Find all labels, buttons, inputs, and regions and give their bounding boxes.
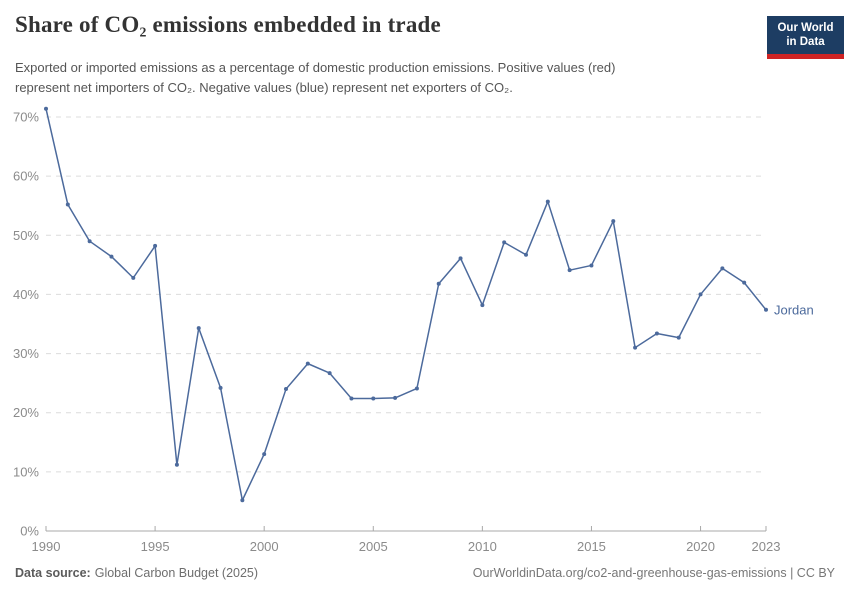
chart-subtitle: Exported or imported emissions as a perc… <box>15 58 775 97</box>
data-point[interactable] <box>480 303 485 308</box>
data-point[interactable] <box>676 335 681 340</box>
data-point[interactable] <box>545 199 550 204</box>
x-tick-label: 2000 <box>250 539 279 554</box>
data-point[interactable] <box>611 219 616 224</box>
x-tick-label: 2005 <box>359 539 388 554</box>
data-source-label: Data source: <box>15 566 91 580</box>
data-point[interactable] <box>305 361 310 366</box>
data-point[interactable] <box>567 268 572 273</box>
data-point[interactable] <box>764 307 768 312</box>
owid-logo[interactable]: Our World in Data <box>767 16 844 59</box>
data-point[interactable] <box>349 396 354 401</box>
y-tick-label: 0% <box>20 524 39 539</box>
data-point[interactable] <box>327 371 332 376</box>
owid-logo-line1: Our World <box>777 22 834 34</box>
data-point[interactable] <box>153 243 158 248</box>
data-point[interactable] <box>698 292 703 297</box>
page-title: Share of CO₂ emissions embedded in trade <box>15 12 441 37</box>
y-tick-label: 30% <box>13 346 39 361</box>
y-tick-label: 70% <box>13 109 39 124</box>
x-tick-label: 2010 <box>468 539 497 554</box>
data-point[interactable] <box>524 252 528 257</box>
y-tick-label: 60% <box>13 169 39 184</box>
data-point[interactable] <box>742 280 747 285</box>
data-source-value: Global Carbon Budget (2025) <box>94 566 259 580</box>
data-source: Data source: Global Carbon Budget (2025) <box>15 566 258 580</box>
data-point[interactable] <box>654 331 659 336</box>
y-tick-label: 40% <box>13 287 39 302</box>
x-tick-label: 1995 <box>141 539 170 554</box>
data-point[interactable] <box>633 345 638 350</box>
data-point[interactable] <box>502 240 507 245</box>
data-point[interactable] <box>414 386 419 391</box>
data-point[interactable] <box>131 275 136 280</box>
data-point[interactable] <box>589 263 594 268</box>
entity-label[interactable]: Jordan <box>774 302 814 317</box>
y-tick-label: 20% <box>13 405 39 420</box>
data-point[interactable] <box>720 266 725 271</box>
x-tick-label: 2020 <box>686 539 715 554</box>
chart-subtitle-line-2: represent net importers of CO₂. Negative… <box>15 79 513 95</box>
data-point[interactable] <box>436 281 441 286</box>
data-point[interactable] <box>218 385 223 390</box>
x-tick-label: 2023 <box>752 539 781 554</box>
data-point[interactable] <box>44 106 48 111</box>
data-point[interactable] <box>65 202 70 207</box>
data-point[interactable] <box>371 396 376 401</box>
series-line[interactable] <box>45 108 767 501</box>
data-point[interactable] <box>240 498 245 503</box>
chart-subtitle-line-1: Exported or imported emissions as a perc… <box>15 60 616 75</box>
data-point[interactable] <box>196 326 201 331</box>
data-point[interactable] <box>284 387 288 392</box>
data-point[interactable] <box>393 395 398 400</box>
x-tick-label: 1990 <box>32 539 61 554</box>
chart-footer: Data source: Global Carbon Budget (2025) … <box>15 566 835 580</box>
data-point[interactable] <box>87 239 92 244</box>
data-point[interactable] <box>262 452 267 457</box>
data-point[interactable] <box>174 462 179 467</box>
y-tick-label: 10% <box>13 464 39 479</box>
y-tick-label: 50% <box>13 228 39 243</box>
data-point[interactable] <box>458 256 463 261</box>
owid-logo-line2: in Data <box>786 36 825 49</box>
x-tick-label: 2015 <box>577 539 606 554</box>
footer-link[interactable]: OurWorldinData.org/co2-and-greenhouse-ga… <box>472 566 835 580</box>
data-point[interactable] <box>109 254 114 259</box>
